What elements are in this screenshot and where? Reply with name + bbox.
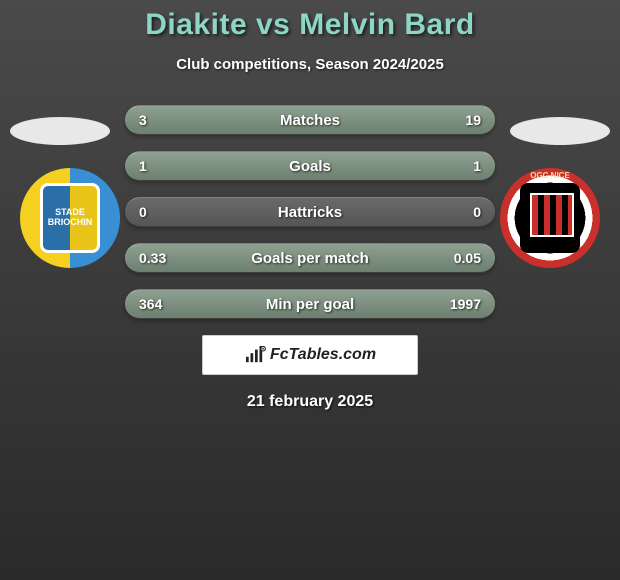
player1-name: Diakite (145, 8, 247, 41)
player2-name: Melvin Bard (299, 8, 475, 41)
main-content: STADE BRIOCHIN 319Matches 11Goals 00Hattri… (0, 105, 620, 411)
stat-label: Matches (125, 112, 495, 129)
stat-label: Goals per match (125, 250, 495, 267)
stat-row: 3641997Min per goal (125, 289, 495, 319)
player1-club-crest: STADE BRIOCHIN (20, 168, 120, 268)
subtitle: Club competitions, Season 2024/2025 (0, 56, 620, 73)
stats-table: 319Matches 11Goals 00Hattricks 0.330.05Goal… (125, 105, 495, 319)
club1-logo-icon: STADE BRIOCHIN (40, 183, 100, 253)
stat-label: Min per goal (125, 296, 495, 313)
vs-text: vs (256, 8, 290, 41)
brand-text: FcTables.com (270, 346, 376, 364)
stat-label: Hattricks (125, 204, 495, 221)
player1-avatar (10, 117, 110, 145)
stat-label: Goals (125, 158, 495, 175)
player2-club-crest (500, 168, 600, 268)
stat-row: 11Goals (125, 151, 495, 181)
date-text: 21 february 2025 (0, 393, 620, 411)
header: Diakite vs Melvin Bard Club competitions… (0, 0, 620, 73)
stat-row: 00Hattricks (125, 197, 495, 227)
brand-chart-icon (244, 346, 266, 364)
club2-logo-icon (520, 183, 580, 253)
stat-row: 0.330.05Goals per match (125, 243, 495, 273)
stat-row: 319Matches (125, 105, 495, 135)
player2-avatar (510, 117, 610, 145)
page-title: Diakite vs Melvin Bard (0, 8, 620, 42)
brand-box[interactable]: FcTables.com (202, 335, 418, 375)
